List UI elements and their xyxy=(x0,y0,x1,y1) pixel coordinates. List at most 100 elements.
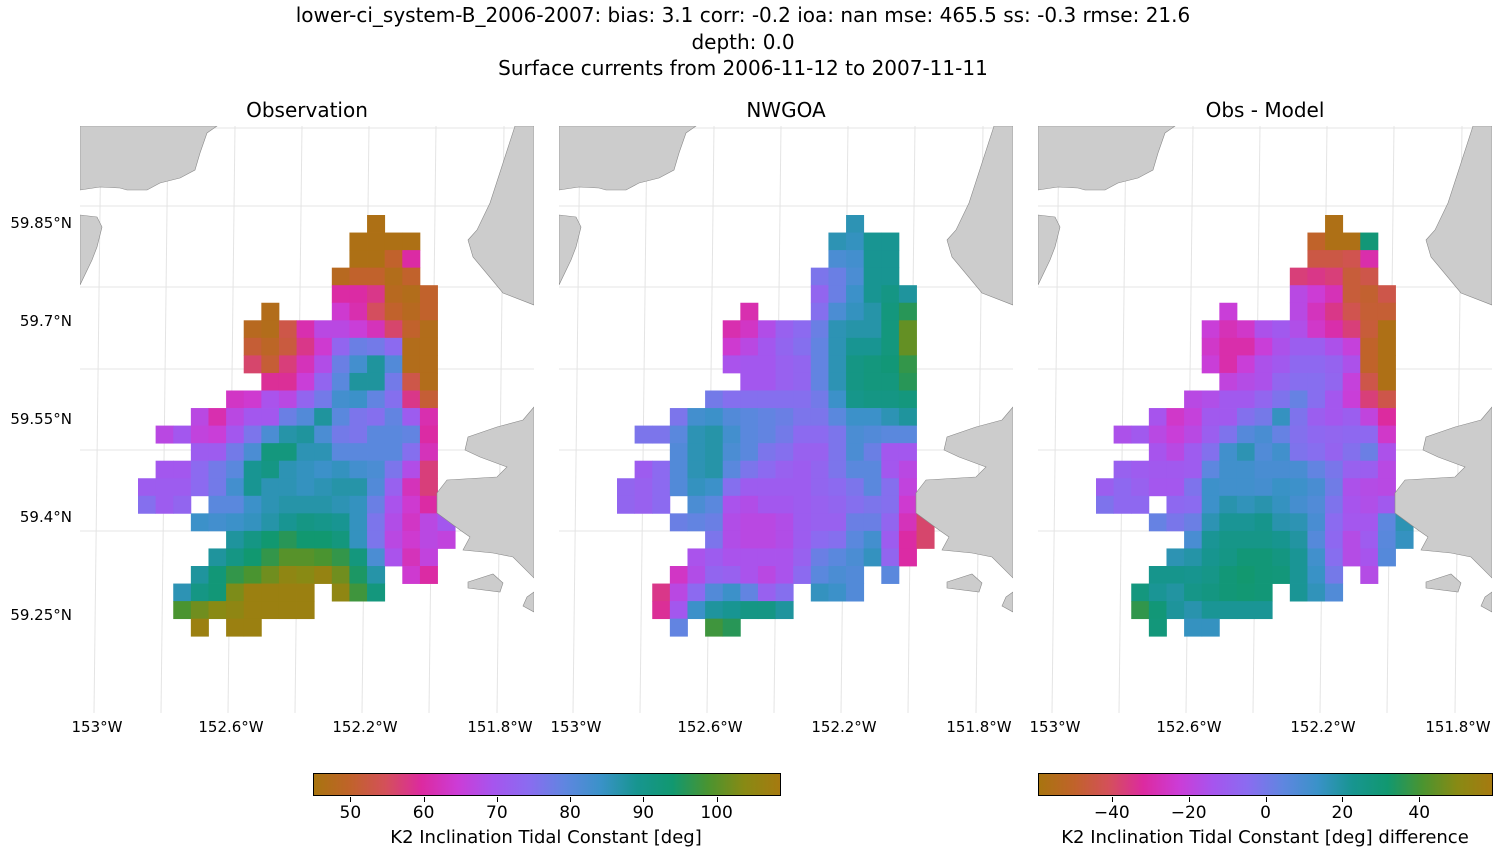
grid-cell xyxy=(278,566,297,584)
grid-cell xyxy=(1307,495,1326,514)
grid-cell xyxy=(1184,443,1203,462)
grid-cell xyxy=(402,320,421,339)
grid-cell xyxy=(331,548,350,567)
grid-cell xyxy=(1307,408,1326,426)
colorbar-tick-label: 50 xyxy=(339,803,362,823)
grid-cell xyxy=(1219,460,1238,479)
grid-cell xyxy=(793,337,812,356)
grid-cell xyxy=(757,337,776,356)
grid-cell xyxy=(1325,372,1344,391)
grid-cell xyxy=(296,425,315,444)
longitude-gridline xyxy=(572,126,581,713)
grid-cell xyxy=(1360,390,1379,409)
grid-cell xyxy=(810,513,829,532)
grid-cell xyxy=(419,337,438,356)
grid-cell xyxy=(1254,425,1273,444)
land-polygon xyxy=(467,573,504,593)
grid-cell xyxy=(1325,285,1344,304)
grid-cell xyxy=(278,601,297,620)
grid-cell xyxy=(740,320,759,339)
grid-cell xyxy=(419,530,438,549)
grid-cell xyxy=(384,267,403,286)
grid-cell xyxy=(740,372,759,391)
grid-cell xyxy=(1325,443,1344,462)
grid-cell xyxy=(384,495,403,514)
grid-cell xyxy=(1184,548,1203,567)
grid-cell xyxy=(1131,425,1150,444)
grid-cell xyxy=(705,530,724,549)
grid-cell xyxy=(846,460,865,479)
grid-cell xyxy=(1307,513,1326,532)
grid-cell xyxy=(278,337,297,356)
grid-cell xyxy=(705,548,724,567)
lat-tick-label: 59.7°N xyxy=(19,312,72,330)
grid-cell xyxy=(367,390,386,409)
grid-cell xyxy=(261,320,280,339)
grid-cell xyxy=(863,372,882,391)
grid-cell xyxy=(1184,566,1203,584)
grid-cell xyxy=(402,232,421,251)
grid-cell xyxy=(349,443,368,462)
grid-cell xyxy=(1272,478,1291,497)
grid-cell xyxy=(1289,285,1308,304)
lat-tick-label: 59.55°N xyxy=(10,410,72,428)
grid-cell xyxy=(1219,566,1238,584)
grid-cell xyxy=(296,390,315,409)
grid-cell xyxy=(775,390,794,409)
grid-cell xyxy=(1360,302,1379,321)
grid-cell xyxy=(384,390,403,409)
grid-cell xyxy=(208,443,227,462)
grid-cell xyxy=(384,285,403,304)
grid-cell xyxy=(863,548,882,567)
grid-cell xyxy=(740,566,759,584)
grid-cell xyxy=(898,337,917,356)
land-polygon xyxy=(946,126,1013,306)
grid-cell xyxy=(1360,250,1379,269)
grid-cell xyxy=(226,566,245,584)
grid-cell xyxy=(314,408,333,426)
grid-cell xyxy=(1360,566,1379,584)
grid-cell xyxy=(757,355,776,374)
grid-cell xyxy=(1236,513,1255,532)
grid-cell xyxy=(226,548,245,567)
grid-cell xyxy=(1289,337,1308,356)
grid-cell xyxy=(740,390,759,409)
grid-cell xyxy=(331,460,350,479)
grid-cell xyxy=(1166,548,1185,567)
land-polygon xyxy=(559,214,582,286)
grid-cell xyxy=(775,443,794,462)
grid-cell xyxy=(314,355,333,374)
grid-cell xyxy=(261,513,280,532)
grid-cell xyxy=(1325,425,1344,444)
grid-cell xyxy=(419,478,438,497)
grid-cell xyxy=(1307,302,1326,321)
grid-cell xyxy=(810,460,829,479)
grid-cell xyxy=(1325,566,1344,584)
grid-cell xyxy=(1236,530,1255,549)
grid-cell xyxy=(1360,548,1379,567)
grid-cell xyxy=(1342,478,1361,497)
grid-cell xyxy=(1219,408,1238,426)
grid-cell xyxy=(1254,513,1273,532)
colorbar-tick-label: 20 xyxy=(1331,803,1354,823)
grid-cell xyxy=(705,618,724,637)
grid-cell xyxy=(1148,443,1167,462)
grid-cell xyxy=(898,355,917,374)
grid-cell xyxy=(1201,495,1220,514)
grid-cell xyxy=(349,320,368,339)
grid-cell xyxy=(846,337,865,356)
grid-cell xyxy=(722,320,741,339)
grid-cell xyxy=(226,478,245,497)
grid-cell xyxy=(687,408,706,426)
grid-cell xyxy=(634,460,653,479)
grid-cell xyxy=(1289,460,1308,479)
grid-cell xyxy=(208,566,227,584)
grid-cell xyxy=(863,285,882,304)
grid-cell xyxy=(722,618,741,637)
map-svg xyxy=(80,126,534,713)
grid-cell xyxy=(846,285,865,304)
grid-cell xyxy=(810,408,829,426)
grid-cell xyxy=(261,337,280,356)
grid-cell xyxy=(1148,583,1167,602)
grid-cell xyxy=(1307,250,1326,269)
